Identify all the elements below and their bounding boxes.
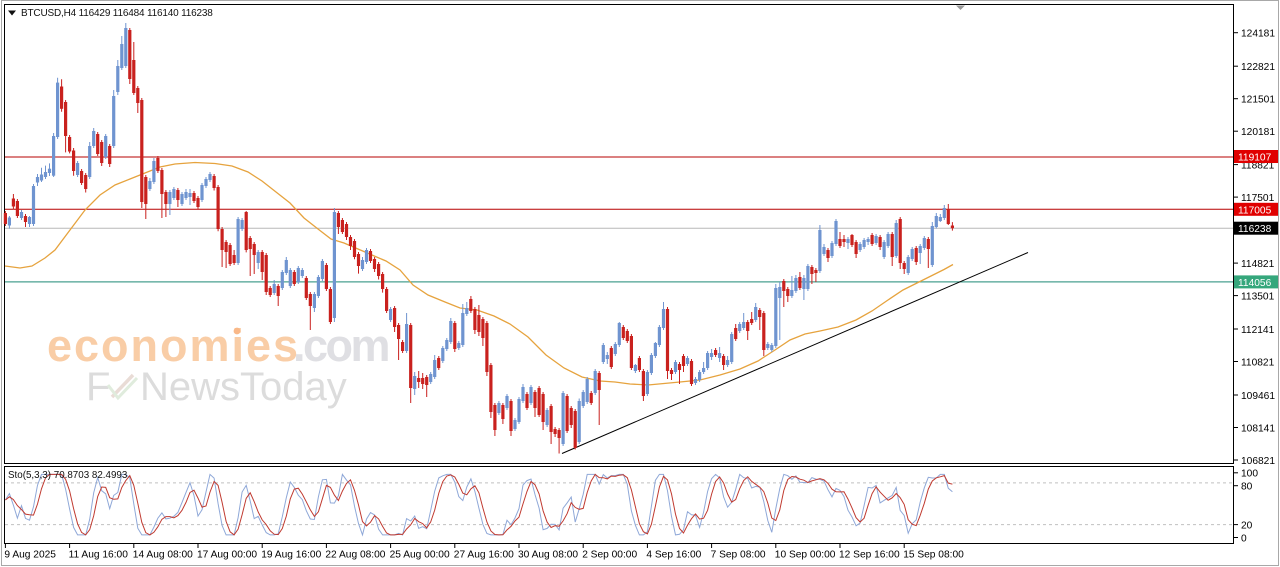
svg-text:80: 80	[1241, 482, 1253, 493]
svg-text:114821: 114821	[1241, 259, 1275, 270]
svg-text:22 Aug 08:00: 22 Aug 08:00	[325, 550, 385, 561]
svg-text:7 Sep 08:00: 7 Sep 08:00	[711, 550, 766, 561]
svg-text:117501: 117501	[1241, 193, 1275, 204]
svg-text:106821: 106821	[1241, 456, 1275, 467]
svg-text:2 Sep 00:00: 2 Sep 00:00	[582, 550, 637, 561]
svg-text:27 Aug 16:00: 27 Aug 16:00	[454, 550, 514, 561]
svg-text:20: 20	[1241, 520, 1253, 531]
svg-text:113501: 113501	[1241, 291, 1275, 302]
svg-text:Sto(5,3,3) 70.8703 82.4993: Sto(5,3,3) 70.8703 82.4993	[8, 470, 128, 481]
svg-text:121501: 121501	[1241, 95, 1275, 106]
svg-text:economies: economies	[47, 320, 300, 371]
svg-text:BTCUSD,H4 116429 116484 11614: BTCUSD,H4 116429 116484 116140 116238	[21, 8, 213, 19]
svg-text:.com: .com	[293, 320, 389, 371]
svg-text:118821: 118821	[1241, 160, 1275, 171]
svg-text:122821: 122821	[1241, 62, 1275, 73]
svg-text:116238: 116238	[1238, 224, 1272, 235]
svg-text:0: 0	[1241, 533, 1247, 544]
svg-text:15 Sep 08:00: 15 Sep 08:00	[903, 550, 964, 561]
svg-text:117005: 117005	[1238, 205, 1272, 216]
svg-text:17 Aug 00:00: 17 Aug 00:00	[197, 550, 257, 561]
svg-text:14 Aug 08:00: 14 Aug 08:00	[133, 550, 193, 561]
svg-text:109461: 109461	[1241, 391, 1275, 402]
svg-text:30 Aug 08:00: 30 Aug 08:00	[518, 550, 578, 561]
svg-text:11 Aug 16:00: 11 Aug 16:00	[69, 550, 129, 561]
svg-text:124181: 124181	[1241, 29, 1275, 40]
svg-text:119107: 119107	[1238, 153, 1272, 164]
svg-text:112141: 112141	[1241, 325, 1275, 336]
svg-text:F: F	[86, 365, 110, 409]
svg-text:10 Sep 00:00: 10 Sep 00:00	[775, 550, 836, 561]
svg-text:12 Sep 16:00: 12 Sep 16:00	[839, 550, 900, 561]
svg-text:100: 100	[1241, 469, 1258, 480]
svg-text:120181: 120181	[1241, 127, 1275, 138]
svg-text:110821: 110821	[1241, 357, 1275, 368]
svg-text:4 Sep 16:00: 4 Sep 16:00	[646, 550, 701, 561]
svg-text:25 Aug 00:00: 25 Aug 00:00	[390, 550, 450, 561]
svg-text:108141: 108141	[1241, 423, 1275, 434]
svg-text:NewsToday: NewsToday	[140, 365, 347, 409]
svg-text:9 Aug 2025: 9 Aug 2025	[4, 550, 56, 561]
svg-text:19 Aug 16:00: 19 Aug 16:00	[261, 550, 321, 561]
svg-text:114056: 114056	[1238, 278, 1272, 289]
